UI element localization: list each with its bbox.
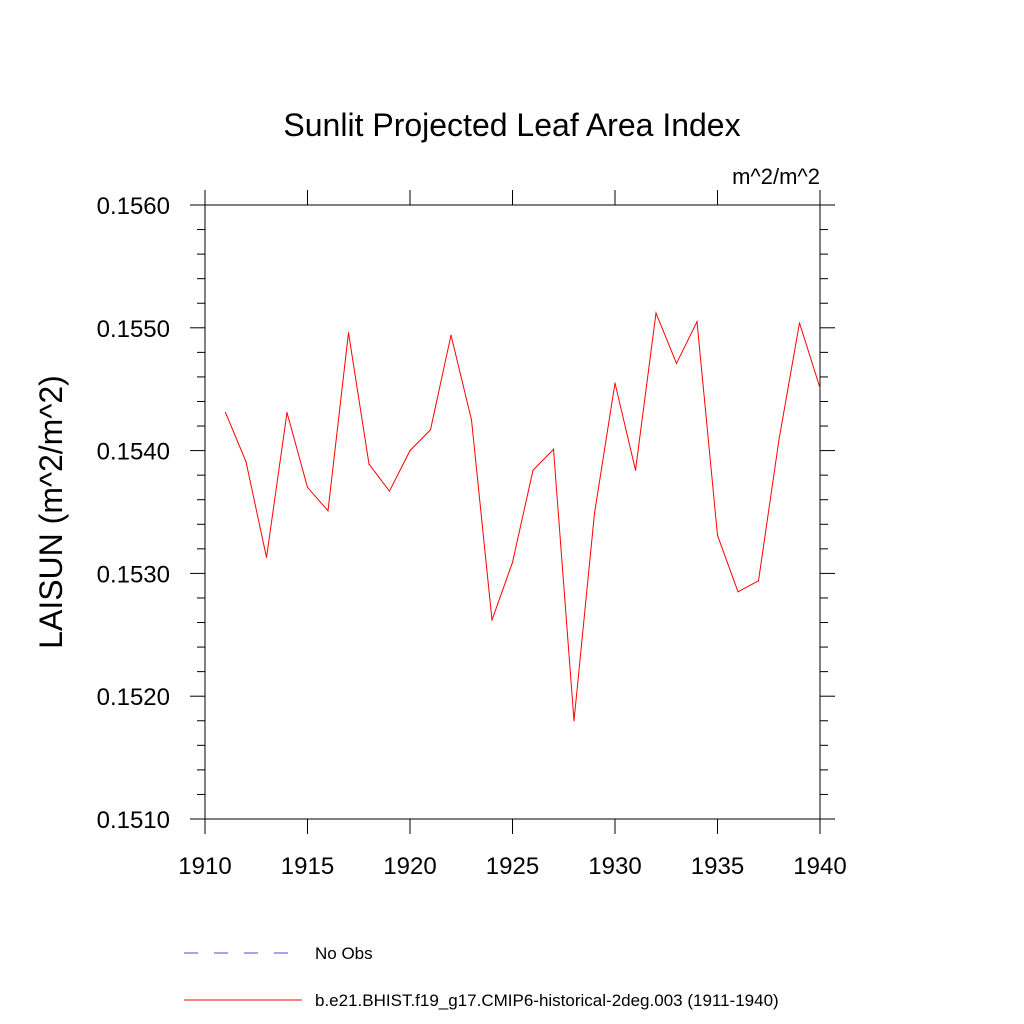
data-point (696, 321, 698, 323)
y-tick-label: 0.1520 (97, 684, 170, 711)
data-point (368, 463, 370, 465)
data-point (409, 450, 411, 452)
data-point (347, 332, 350, 334)
data-point (511, 561, 514, 563)
data-point (737, 591, 739, 593)
series-line (225, 311, 821, 721)
data-point (532, 469, 534, 471)
data-point (327, 510, 329, 512)
x-axis: 1910 1915 1920 1925 1930 1935 1940 (178, 190, 847, 880)
y-axis: 0.1510 0.1520 0.1530 0.1540 0.1550 0.1560 (97, 193, 835, 834)
data-point (306, 486, 309, 489)
series-layer (224, 311, 821, 722)
legend: No Obs b.e21.BHIST.f19_g17.CMIP6-histori… (184, 944, 779, 1010)
data-point (675, 362, 678, 365)
data-point (614, 382, 616, 384)
chart-title: Sunlit Projected Leaf Area Index (283, 107, 740, 143)
data-point (778, 438, 780, 441)
data-point (491, 619, 493, 621)
x-tick-label: 1925 (486, 853, 539, 880)
x-tick-label: 1920 (383, 853, 436, 880)
data-point (757, 580, 760, 582)
data-point (388, 490, 391, 492)
data-point (552, 448, 555, 450)
data-point (265, 556, 268, 559)
data-point (470, 419, 473, 421)
data-point (286, 411, 288, 414)
data-point (429, 429, 432, 431)
x-tick-label: 1940 (793, 853, 846, 880)
y-tick-label: 0.1560 (97, 193, 170, 220)
legend-label-model: b.e21.BHIST.f19_g17.CMIP6-historical-2de… (315, 991, 779, 1010)
data-point (224, 411, 227, 414)
legend-label-no-obs: No Obs (315, 944, 373, 963)
x-tick-label: 1930 (588, 853, 641, 880)
data-point (655, 312, 657, 314)
y-tick-label: 0.1510 (97, 807, 170, 834)
data-point (634, 469, 637, 471)
y-tick-label: 0.1540 (97, 439, 170, 466)
x-tick-label: 1935 (691, 853, 744, 880)
data-point (593, 512, 596, 514)
y-tick-label: 0.1550 (97, 316, 170, 343)
data-point (573, 720, 575, 722)
x-tick-label: 1915 (281, 853, 334, 880)
plot-frame (204, 204, 821, 820)
data-point (245, 461, 247, 463)
y-tick-label: 0.1530 (97, 561, 170, 588)
data-point (716, 534, 719, 536)
data-point (798, 322, 801, 324)
units-label: m^2/m^2 (732, 164, 820, 189)
data-point (819, 387, 821, 389)
y-axis-label: LAISUN (m^2/m^2) (33, 375, 69, 649)
data-point (450, 334, 452, 336)
x-tick-label: 1910 (178, 853, 231, 880)
